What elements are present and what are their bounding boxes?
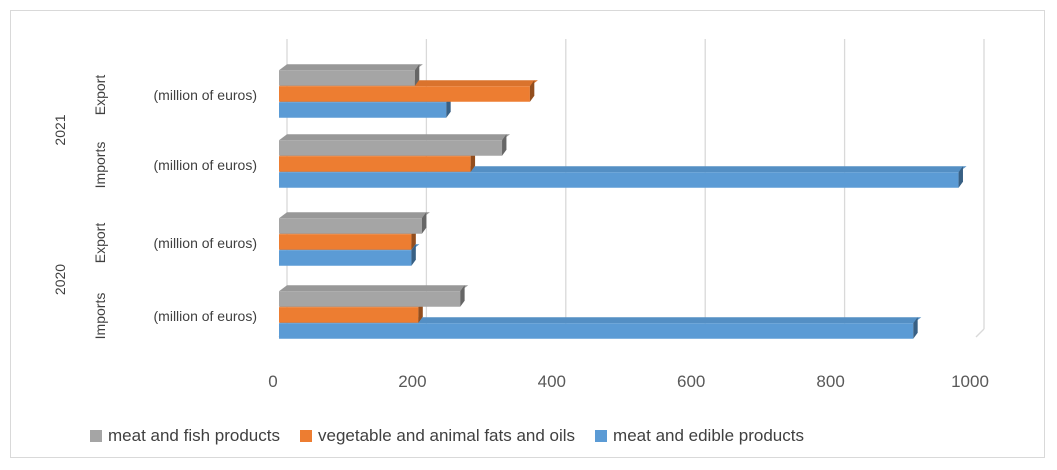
flow-label-2: Imports [92,142,108,189]
x-tick-label-0: 0 [268,372,277,391]
year-label-2021: 2021 [52,114,68,145]
bar-3-2 [279,70,415,86]
bar-end-2-2 [502,134,507,156]
legend-swatch-meat-fish [90,430,102,442]
bar-end-3-1 [529,80,535,102]
x-tick-label-1000: 1000 [951,372,989,391]
bar-top-1-2 [279,212,430,219]
x-tick-label-800: 800 [816,372,844,391]
bar-1-0 [279,250,412,266]
bar-2-1 [279,156,471,172]
category-label-3: (million of euros) [154,87,257,103]
legend-label-fats-oils: vegetable and animal fats and oils [317,426,576,445]
category-label-2: (million of euros) [154,157,257,173]
year-label-2020: 2020 [52,264,68,295]
bar-3-1 [279,86,530,102]
legend-label-meat-edible: meat and edible products [613,426,804,445]
chart-legend: meat and fish products vegetable and ani… [90,426,818,446]
legend-item-fats-oils: vegetable and animal fats and oils [299,426,576,446]
bar-3-0 [279,102,447,118]
bar-end-0-0 [913,317,918,339]
category-label-1: (million of euros) [154,235,257,251]
flow-label-0: Imports [92,293,108,340]
x-tick-label-400: 400 [538,372,566,391]
bar-top-0-2 [279,285,469,292]
flow-label-1: Export [92,223,108,264]
bar-end-0-2 [460,285,465,307]
bar-1-2 [279,218,422,234]
bar-0-1 [279,307,419,323]
x-tick-label-600: 600 [677,372,705,391]
bar-end-1-0 [411,244,416,266]
bar-top-0-0 [279,317,922,324]
bar-end-1-2 [421,212,427,234]
category-label-0: (million of euros) [154,308,257,324]
bar-top-2-2 [279,134,511,141]
legend-item-meat-edible: meat and edible products [595,426,804,446]
bar-top-3-2 [279,64,423,71]
x-tick-label-200: 200 [398,372,426,391]
legend-swatch-meat-edible [595,430,608,442]
bar-end-3-2 [414,64,420,86]
bar-2-0 [279,172,959,188]
bar-2-2 [279,140,503,156]
bar-1-1 [279,234,412,250]
flow-label-3: Export [92,75,108,116]
legend-label-meat-fish: meat and fish products [108,426,280,445]
gridline-floor-1000 [975,328,985,338]
bar-end-2-0 [958,166,963,188]
bar-0-0 [279,323,914,339]
legend-item-meat-fish: meat and fish products [90,426,280,446]
legend-swatch-fats-oils [299,430,312,442]
bar-0-2 [279,291,461,307]
